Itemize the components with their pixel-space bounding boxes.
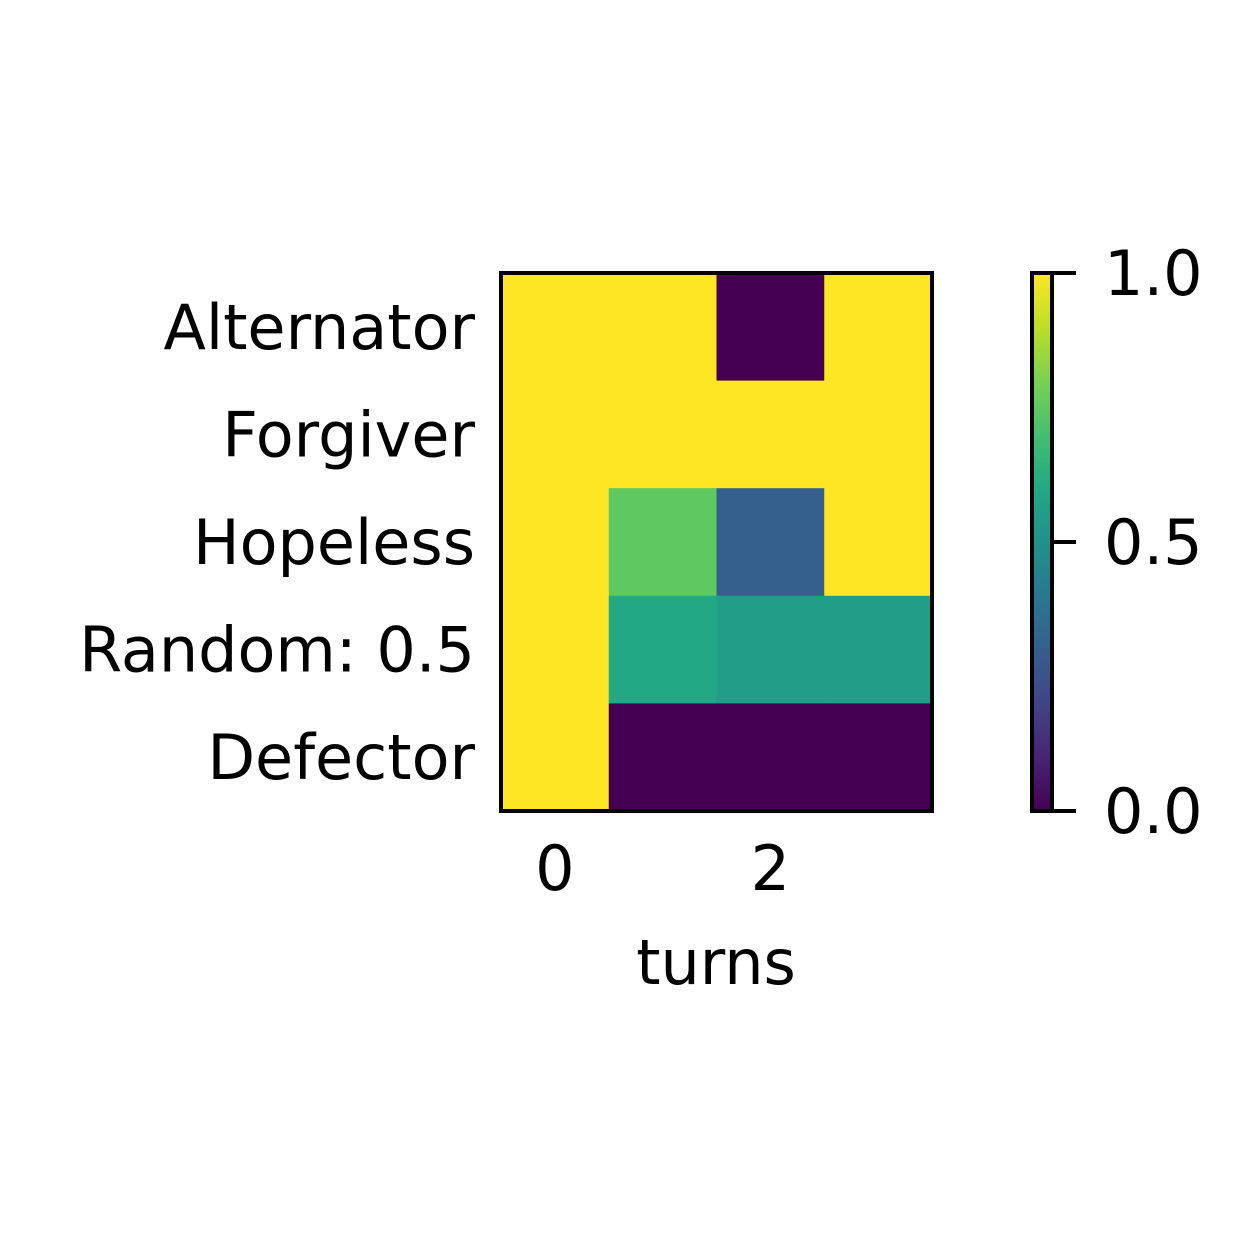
x-axis-label: turns — [636, 926, 796, 999]
heatmap-cell — [501, 273, 610, 382]
heatmap-cell — [824, 595, 933, 704]
heatmap-cell — [824, 273, 933, 382]
colorbar-ticks: 0.0 0.5 1.0 — [1052, 237, 1203, 848]
heatmap-cell — [824, 703, 933, 812]
y-tick-label: Forgiver — [222, 398, 475, 471]
y-tick-label: Hopeless — [193, 506, 475, 579]
y-tick-label: Random: 0.5 — [79, 614, 475, 687]
heatmap-cell — [716, 595, 825, 704]
heatmap-cell — [501, 703, 610, 812]
x-tick-label: 2 — [751, 832, 790, 905]
heatmap-cell — [501, 380, 610, 489]
x-tick-label: 0 — [535, 832, 574, 905]
colorbar — [1030, 271, 1054, 813]
heatmap-cell — [608, 488, 718, 597]
colorbar-tick-label: 0.5 — [1104, 506, 1203, 579]
heatmap-cell — [608, 273, 718, 382]
heatmap-cells — [501, 273, 933, 812]
colorbar-tick-label: 1.0 — [1104, 237, 1203, 310]
heatmap-cell — [716, 380, 825, 489]
heatmap-cell — [608, 380, 718, 489]
y-tick-label: Defector — [207, 721, 475, 794]
heatmap-cell — [824, 380, 933, 489]
heatmap-cell — [824, 488, 933, 597]
heatmap-cell — [608, 595, 718, 704]
y-tick-labels: Alternator Forgiver Hopeless Random: 0.5 Def… — [79, 291, 475, 794]
y-tick-label: Alternator — [163, 291, 475, 364]
colorbar-tick-label: 0.0 — [1104, 775, 1203, 848]
heatmap-cell — [501, 595, 610, 704]
heatmap-cell — [716, 273, 825, 382]
heatmap-cell — [716, 703, 825, 812]
plot-frame — [499, 271, 934, 813]
heatmap-cell — [501, 488, 610, 597]
heatmap-cell — [608, 703, 718, 812]
heatmap-cell — [716, 488, 825, 597]
